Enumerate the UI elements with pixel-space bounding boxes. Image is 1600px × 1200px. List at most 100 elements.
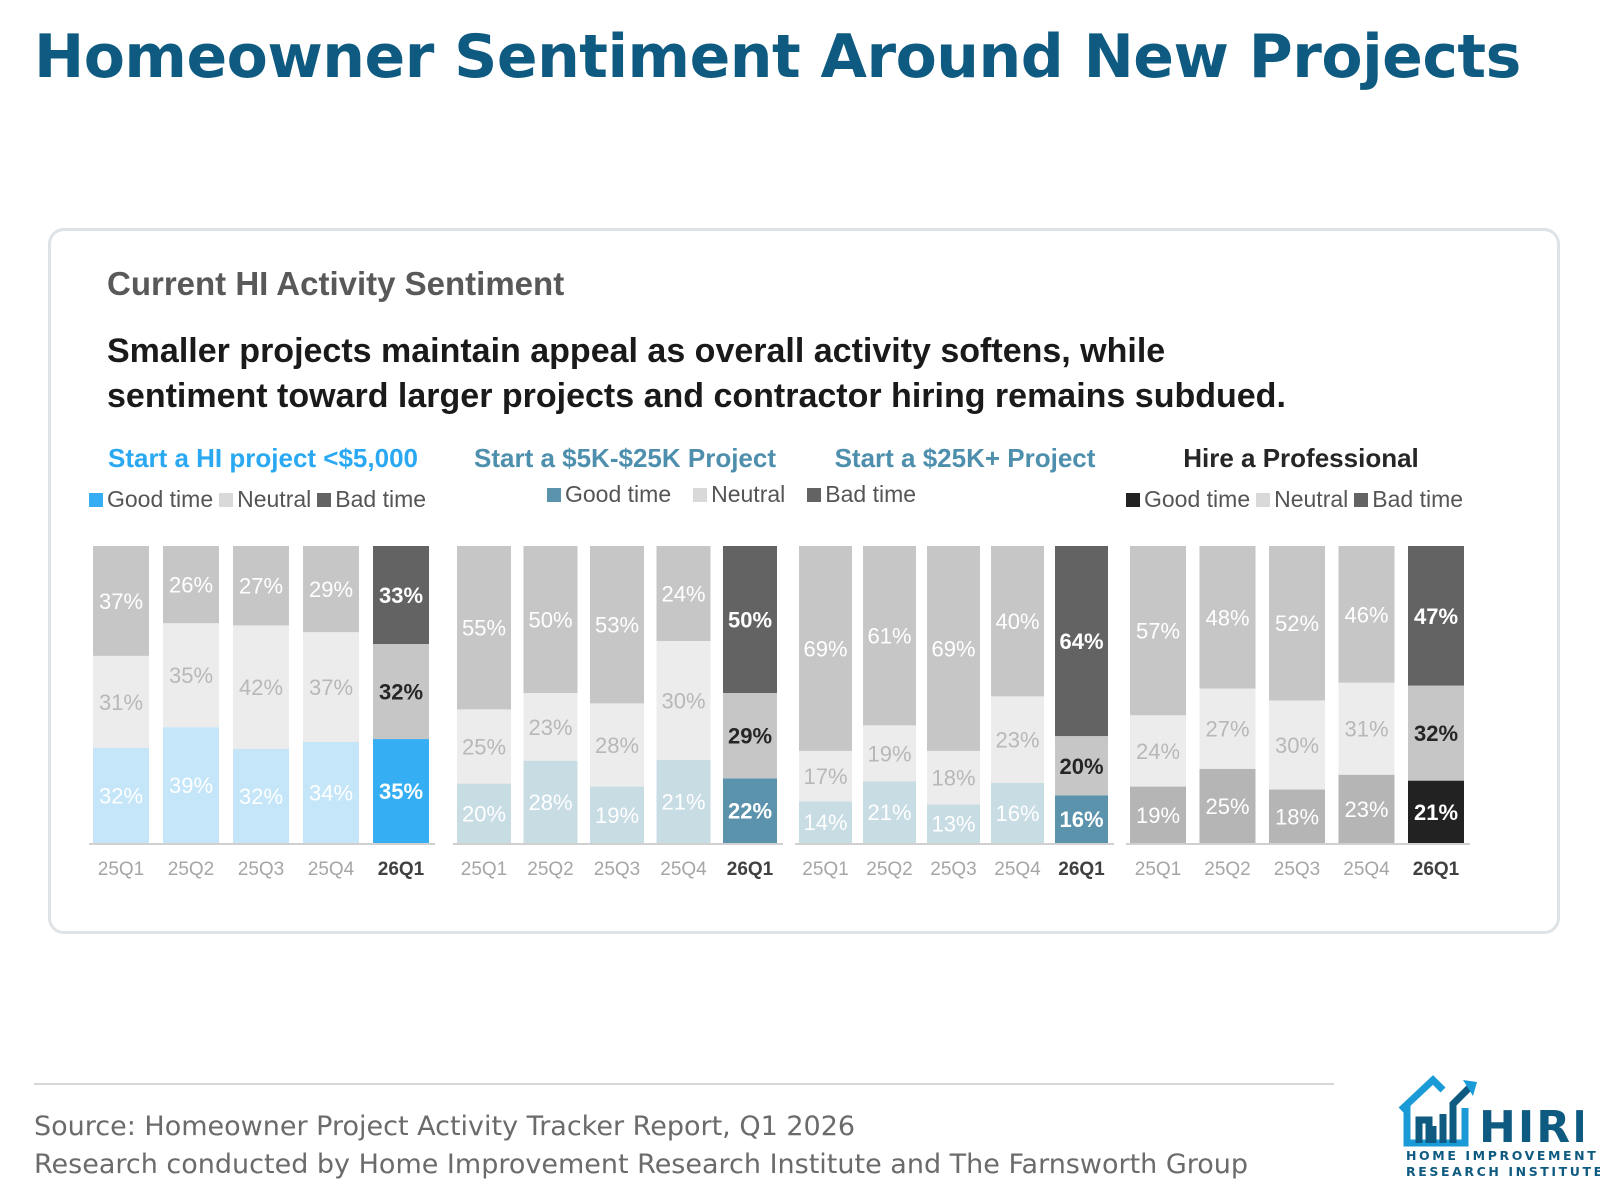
data-label: 42% — [239, 675, 283, 700]
legend-swatch — [317, 492, 332, 507]
bar-segment-neutral — [991, 696, 1044, 783]
page-title: Homeowner Sentiment Around New Projects — [34, 22, 1521, 92]
tick-label: 25Q4 — [660, 859, 707, 880]
bar-segment-neutral — [799, 750, 852, 802]
data-label: 18% — [1275, 804, 1319, 829]
tick-label: 25Q4 — [1343, 859, 1390, 880]
data-label: 17% — [803, 764, 847, 789]
stacked-bar-charts: 32% 31% 37% 25Q1 39% 35% 26% 25Q2 32% 42% 27% 25Q3 3… — [89, 546, 1470, 880]
data-label: 21% — [1414, 800, 1458, 825]
data-label: 48% — [1205, 605, 1249, 630]
arrow-icon — [1463, 1080, 1477, 1096]
headline-line-1: Smaller projects maintain appeal as over… — [107, 332, 1166, 370]
legend-item-neutral: Neutral — [219, 486, 311, 513]
legend-hire-professional: Good time Neutral Bad time — [1126, 486, 1469, 513]
data-label: 33% — [379, 583, 423, 608]
data-label: 34% — [309, 781, 353, 806]
legend-label: Good time — [1144, 486, 1251, 512]
bar-segment-neutral — [1269, 700, 1325, 790]
tick-label: 25Q1 — [98, 859, 144, 880]
bar-segment-bad-time — [927, 546, 980, 751]
legend-label: Bad time — [1372, 486, 1464, 512]
bar-segment-bad-time — [590, 546, 644, 704]
data-label: 32% — [239, 784, 283, 809]
bar-segment-good-time — [303, 742, 359, 843]
tick-label: 25Q2 — [527, 859, 573, 880]
data-label: 55% — [462, 616, 506, 641]
data-label: 19% — [867, 741, 911, 766]
data-label: 23% — [528, 715, 572, 740]
headline: Smaller projects maintain appeal as over… — [107, 329, 1497, 419]
tick-label: 26Q1 — [1413, 859, 1460, 880]
data-label: 32% — [99, 783, 143, 808]
legend-swatch — [1126, 492, 1140, 507]
tick-label: 25Q4 — [994, 859, 1041, 880]
data-label: 32% — [1414, 721, 1458, 746]
legend-item-good: Good time — [547, 481, 671, 508]
data-label: 19% — [1136, 803, 1180, 828]
headline-line-2: sentiment toward larger projects and con… — [107, 377, 1286, 415]
data-label: 24% — [1136, 739, 1180, 764]
tick-label: 25Q2 — [866, 859, 912, 880]
data-label: 25% — [1205, 794, 1249, 819]
data-label: 37% — [99, 589, 143, 614]
data-label: 26% — [169, 573, 213, 598]
data-label: 37% — [309, 675, 353, 700]
bar-segment-good-time — [1055, 795, 1108, 843]
data-label: 23% — [1344, 797, 1388, 822]
data-label: 27% — [1205, 717, 1249, 742]
legend-swatch — [547, 487, 561, 502]
legend-item-bad: Bad time — [317, 486, 426, 513]
legend-under-5k: Good time Neutral Bad time — [89, 486, 432, 513]
hiri-logo: HIRI — [1398, 1075, 1583, 1153]
data-label: 52% — [1275, 611, 1319, 636]
bar-segment-bad-time — [1338, 546, 1395, 683]
bar-segment-neutral — [303, 632, 359, 743]
logo-line-2: RESEARCH INSTITUTE — [1406, 1164, 1600, 1179]
legend-swatch — [1354, 492, 1369, 507]
data-label: 50% — [528, 608, 572, 633]
bar-segment-neutral — [656, 641, 711, 760]
legend-5k-25k: Good time Neutral Bad time — [547, 481, 922, 508]
data-label: 35% — [379, 779, 423, 804]
credit-line: Research conducted by Home Improvement R… — [34, 1149, 1249, 1180]
bar-segment-good-time — [93, 747, 149, 843]
source-note: Source: Homeowner Project Activity Track… — [34, 1108, 1248, 1184]
bar-segment-bad-time — [723, 546, 777, 694]
legend-item-good: Good time — [89, 486, 213, 513]
legend-swatch — [807, 487, 822, 502]
data-label: 20% — [1059, 754, 1103, 779]
panel-title-under-5k: Start a HI project <$5,000 — [108, 443, 418, 473]
tick-label: 25Q2 — [1204, 859, 1250, 880]
bar-segment-bad-time — [523, 546, 578, 694]
bar-segment-bad-time — [1408, 546, 1464, 686]
legend-swatch — [1256, 492, 1271, 507]
bar-segment-good-time — [1408, 780, 1464, 843]
logo-subtitle: HOME IMPROVEMENT RESEARCH INSTITUTE — [1406, 1148, 1600, 1180]
bar-segment-bad-time — [1055, 546, 1108, 737]
logo-line-1: HOME IMPROVEMENT — [1406, 1148, 1599, 1163]
bar-segment-bad-time — [991, 546, 1044, 697]
bar-segment-bad-time — [656, 546, 711, 642]
bar-segment-bad-time — [303, 546, 359, 633]
data-label: 50% — [728, 608, 772, 633]
tick-label: 25Q3 — [930, 859, 976, 880]
bar-segment-good-time — [799, 801, 852, 843]
bar-segment-neutral — [233, 625, 289, 749]
data-label: 19% — [595, 803, 639, 828]
panel-title-25k-plus: Start a $25K+ Project — [834, 443, 1096, 473]
tick-label: 25Q3 — [238, 859, 284, 880]
data-label: 14% — [803, 810, 847, 835]
bar-segment-neutral — [457, 709, 511, 784]
bar-segment-good-time — [927, 804, 980, 843]
footer-divider — [34, 1083, 1334, 1085]
bar-segment-good-time — [863, 781, 916, 843]
tick-label: 26Q1 — [378, 859, 425, 880]
bar-segment-good-time — [723, 778, 777, 843]
data-label: 30% — [1275, 733, 1319, 758]
bar-segment-good-time — [590, 786, 644, 843]
data-label: 69% — [803, 636, 847, 661]
bar-segment-neutral — [723, 693, 777, 779]
bar-segment-good-time — [1269, 789, 1325, 843]
data-label: 28% — [595, 733, 639, 758]
